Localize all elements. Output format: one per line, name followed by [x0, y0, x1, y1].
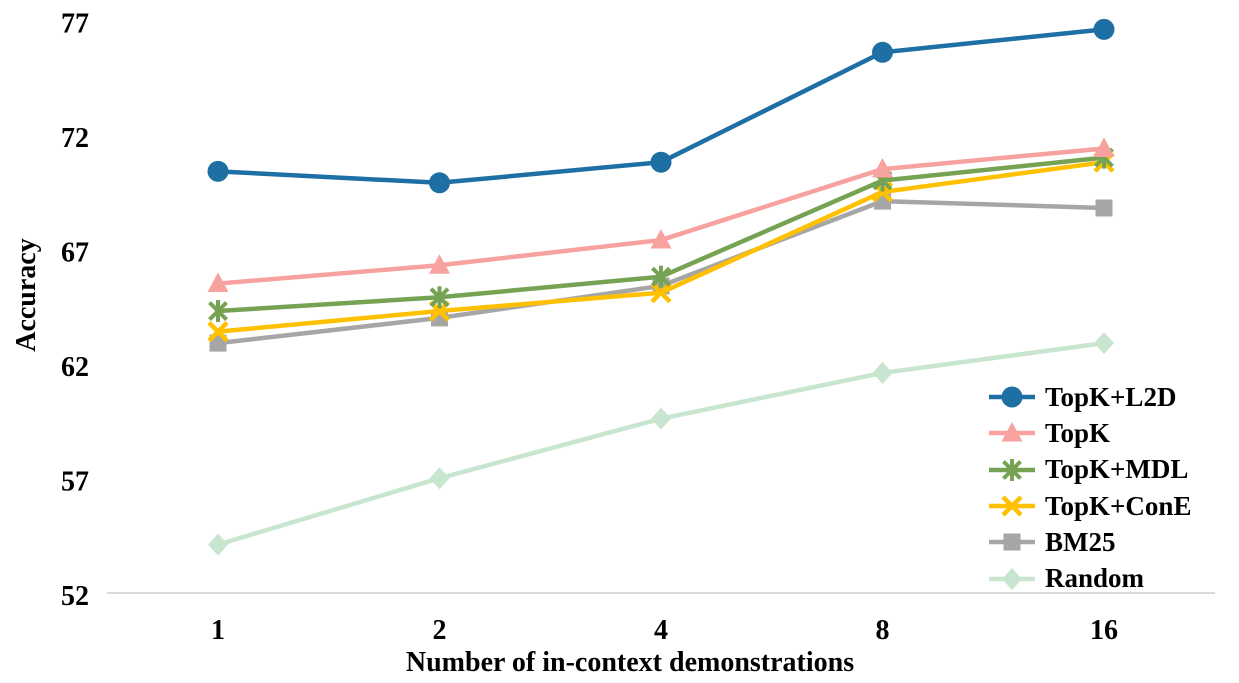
series-topk-l2d: [207, 18, 1115, 194]
marker-square: [1003, 533, 1021, 551]
legend-marker-icon: [989, 422, 1035, 442]
legend-item-random: Random: [988, 560, 1191, 596]
marker-diamond: [208, 533, 228, 556]
legend-marker-icon: [989, 458, 1035, 481]
marker-triangle: [429, 254, 450, 274]
marker-triangle: [207, 272, 229, 293]
y-tick-label-57: 57: [61, 467, 89, 498]
y-tick-label-72: 72: [61, 123, 89, 154]
x-axis-title: Number of in-context demonstrations: [405, 647, 855, 678]
marker-diamond: [872, 361, 893, 384]
series-random: [208, 332, 1114, 556]
marker-triangle: [650, 229, 672, 249]
marker-circle: [650, 151, 672, 173]
marker-triangle: [872, 158, 893, 178]
marker-diamond: [651, 407, 671, 430]
legend-label: TopK+ConE: [1045, 490, 1192, 521]
legend-item-topk-mdl: TopK+MDL: [988, 452, 1191, 488]
legend-marker-icon: [989, 533, 1035, 551]
marker-diamond: [429, 467, 450, 490]
x-tick-label-4: 4: [654, 615, 668, 646]
legend-marker-icon: [989, 495, 1035, 517]
marker-circle: [429, 172, 450, 194]
legend-label: BM25: [1045, 526, 1116, 557]
marker-x: [1001, 495, 1023, 517]
marker-x: [650, 282, 672, 304]
marker-circle: [207, 160, 229, 182]
x-tick-label-2: 2: [433, 615, 447, 646]
marker-triangle: [1093, 137, 1115, 157]
legend-item-topk-cone: TopK+ConE: [988, 488, 1191, 524]
legend-label: TopK+L2D: [1045, 381, 1177, 412]
marker-circle: [1001, 386, 1023, 408]
legend-label: TopK: [1045, 417, 1111, 448]
marker-diamond: [1002, 567, 1022, 590]
marker-circle: [872, 41, 893, 63]
legend-label: Random: [1045, 563, 1145, 594]
series-line-random: [217, 340, 1105, 547]
y-axis-title: Accuracy: [11, 238, 42, 352]
y-tick-label-62: 62: [61, 352, 89, 383]
marker-asterisk: [429, 286, 450, 309]
x-tick-label-16: 16: [1090, 615, 1118, 646]
legend-item-topk: TopK: [988, 415, 1191, 451]
legend-label: TopK+MDL: [1045, 454, 1189, 485]
marker-asterisk: [1002, 458, 1022, 481]
marker-asterisk: [208, 300, 228, 323]
x-tick-label-8: 8: [876, 615, 890, 646]
marker-circle: [1093, 18, 1115, 40]
legend: TopK+L2D TopK TopK+MDL TopK+ConE BM25 Random: [988, 379, 1191, 597]
marker-square: [1095, 199, 1113, 217]
marker-asterisk: [651, 265, 671, 288]
y-tick-label-52: 52: [61, 581, 89, 612]
legend-item-topk-l2d: TopK+L2D: [988, 379, 1191, 415]
legend-marker-icon: [989, 386, 1035, 408]
legend-marker-icon: [989, 567, 1035, 590]
y-tick-label-67: 67: [61, 238, 89, 269]
marker-diamond: [1094, 332, 1114, 355]
marker-triangle: [1001, 422, 1023, 442]
series-topk: [207, 137, 1115, 293]
y-tick-label-77: 77: [61, 9, 89, 40]
x-tick-label-1: 1: [211, 615, 225, 646]
legend-item-bm25: BM25: [988, 524, 1191, 560]
marker-x: [207, 321, 229, 343]
